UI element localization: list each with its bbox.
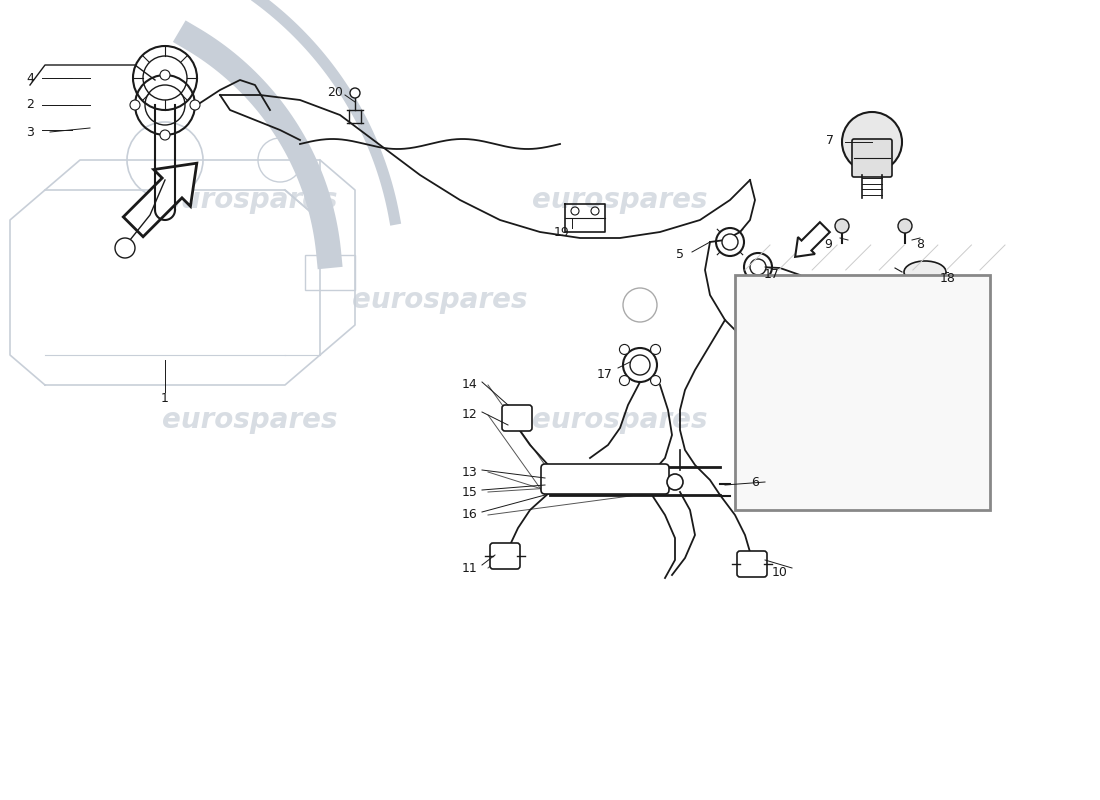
Circle shape xyxy=(160,130,170,140)
Text: 3: 3 xyxy=(26,126,34,138)
Circle shape xyxy=(630,355,650,375)
Circle shape xyxy=(842,112,902,172)
Circle shape xyxy=(835,219,849,233)
Text: eurospares: eurospares xyxy=(163,406,338,434)
Text: eurospares: eurospares xyxy=(163,186,338,214)
Circle shape xyxy=(898,219,912,233)
Text: 1: 1 xyxy=(161,391,169,405)
Text: 4: 4 xyxy=(26,71,34,85)
Text: 11: 11 xyxy=(462,562,477,574)
FancyBboxPatch shape xyxy=(541,464,669,494)
Text: 10: 10 xyxy=(772,566,788,578)
Polygon shape xyxy=(123,163,197,237)
Text: 2: 2 xyxy=(26,98,34,111)
Text: 5: 5 xyxy=(676,249,684,262)
Text: 20: 20 xyxy=(327,86,343,98)
Ellipse shape xyxy=(904,261,946,283)
Circle shape xyxy=(722,234,738,250)
Text: eurospares: eurospares xyxy=(352,286,528,314)
Text: 9: 9 xyxy=(824,238,832,251)
Bar xyxy=(735,275,990,510)
Circle shape xyxy=(750,259,766,275)
Text: 12: 12 xyxy=(462,409,477,422)
FancyBboxPatch shape xyxy=(502,405,532,431)
Text: 8: 8 xyxy=(916,238,924,251)
Circle shape xyxy=(116,238,135,258)
Text: 6: 6 xyxy=(751,475,759,489)
Circle shape xyxy=(350,88,360,98)
Circle shape xyxy=(650,345,661,354)
FancyBboxPatch shape xyxy=(490,543,520,569)
Text: 17: 17 xyxy=(597,369,613,382)
Text: eurospares: eurospares xyxy=(532,406,707,434)
FancyBboxPatch shape xyxy=(737,551,767,577)
Circle shape xyxy=(619,345,629,354)
Text: 19: 19 xyxy=(554,226,570,238)
Circle shape xyxy=(650,375,661,386)
Circle shape xyxy=(667,474,683,490)
Circle shape xyxy=(591,207,600,215)
Polygon shape xyxy=(795,222,829,257)
Text: eurospares: eurospares xyxy=(532,186,707,214)
Circle shape xyxy=(571,207,579,215)
Text: 16: 16 xyxy=(462,509,477,522)
Circle shape xyxy=(130,100,140,110)
Text: 13: 13 xyxy=(462,466,477,478)
FancyBboxPatch shape xyxy=(852,139,892,177)
Text: 17: 17 xyxy=(764,269,780,282)
Text: 14: 14 xyxy=(462,378,477,391)
Circle shape xyxy=(160,70,170,80)
Bar xyxy=(305,255,355,290)
Text: 7: 7 xyxy=(826,134,834,146)
Circle shape xyxy=(190,100,200,110)
Text: 15: 15 xyxy=(462,486,477,498)
Text: 18: 18 xyxy=(940,271,956,285)
Circle shape xyxy=(619,375,629,386)
